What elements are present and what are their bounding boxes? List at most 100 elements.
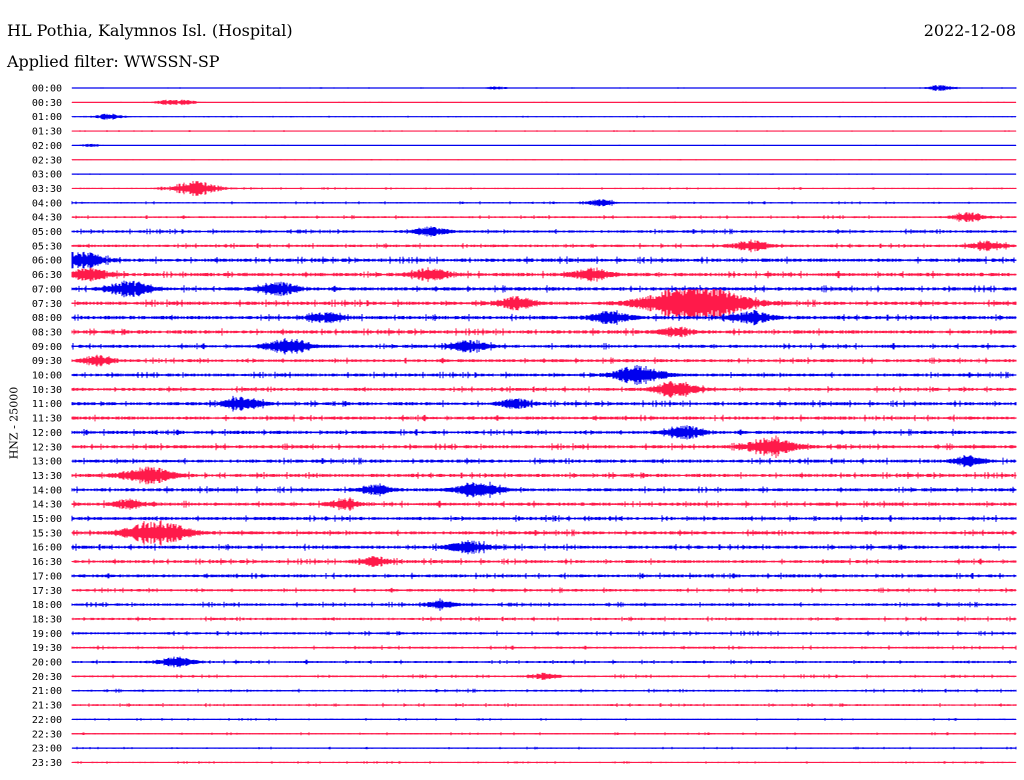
seismic-trace — [71, 520, 1017, 546]
seismic-trace — [71, 688, 1017, 693]
time-tick-label: 01:00 — [32, 112, 62, 123]
time-tick-label: 08:00 — [32, 313, 62, 324]
time-tick-label: 08:30 — [32, 327, 62, 338]
time-tick-label: 20:30 — [32, 672, 62, 683]
time-tick-label: 00:30 — [32, 98, 62, 109]
time-tick-label: 05:00 — [32, 227, 62, 238]
seismic-trace — [71, 598, 1017, 611]
time-tick-label: 09:30 — [32, 356, 62, 367]
time-tick-label: 10:00 — [32, 371, 62, 382]
seismic-trace — [71, 173, 1017, 175]
seismic-trace — [71, 656, 1017, 668]
time-tick-label: 13:30 — [32, 471, 62, 482]
time-tick-label: 10:30 — [32, 385, 62, 396]
time-tick-label: 12:30 — [32, 442, 62, 453]
seismic-trace — [71, 587, 1017, 594]
seismic-trace — [71, 289, 1017, 318]
time-tick-label: 03:00 — [32, 170, 62, 181]
time-tick-label: 22:00 — [32, 715, 62, 726]
seismic-trace — [71, 497, 1017, 511]
time-tick-label: 00:00 — [32, 84, 62, 95]
time-tick-label: 17:00 — [32, 571, 62, 582]
time-tick-label: 06:30 — [32, 270, 62, 281]
time-tick-label: 21:30 — [32, 701, 62, 712]
seismic-trace — [71, 425, 1017, 440]
seismic-trace — [71, 761, 1017, 764]
seismic-trace — [71, 338, 1017, 355]
seismic-trace — [71, 630, 1017, 636]
seismic-trace — [71, 435, 1017, 458]
seismic-trace — [71, 481, 1017, 498]
time-tick-label: 15:30 — [32, 528, 62, 539]
time-tick-label: 22:30 — [32, 729, 62, 740]
filter-label: Applied filter: WWSSN-SP — [7, 52, 220, 71]
time-tick-label: 05:30 — [32, 241, 62, 252]
time-tick-label: 18:30 — [32, 614, 62, 625]
time-tick-label: 19:30 — [32, 643, 62, 654]
seismic-trace — [71, 113, 1017, 120]
seismic-trace — [71, 354, 1017, 367]
seismic-trace — [71, 130, 1017, 132]
seismic-trace — [71, 212, 1017, 222]
seismic-trace — [71, 239, 1017, 253]
time-tick-label: 04:00 — [32, 198, 62, 209]
time-tick-label: 16:30 — [32, 557, 62, 568]
seismic-trace — [71, 616, 1017, 622]
time-tick-label: 19:00 — [32, 629, 62, 640]
seismic-trace — [71, 515, 1017, 522]
seismic-trace — [71, 267, 1017, 282]
seismic-trace — [71, 414, 1017, 422]
time-tick-label: 23:30 — [32, 758, 62, 769]
time-tick-label: 17:30 — [32, 586, 62, 597]
seismic-trace — [71, 672, 1017, 680]
seismic-trace — [71, 718, 1017, 721]
seismic-trace — [71, 85, 1017, 91]
seismic-trace — [71, 99, 1017, 106]
seismic-trace — [71, 732, 1017, 736]
seismic-trace — [71, 556, 1017, 567]
seismic-trace — [71, 746, 1017, 750]
time-tick-label: 01:30 — [32, 127, 62, 138]
time-tick-label: 06:00 — [32, 256, 62, 267]
time-tick-label: 07:00 — [32, 284, 62, 295]
seismic-trace — [71, 365, 1017, 385]
time-tick-label: 03:30 — [32, 184, 62, 195]
time-tick-label: 13:00 — [32, 457, 62, 468]
date-label: 2022-12-08 — [923, 21, 1016, 40]
seismic-trace — [71, 181, 1017, 196]
time-tick-label: 02:30 — [32, 155, 62, 166]
seismic-trace — [71, 702, 1017, 708]
seismic-trace — [71, 280, 1017, 298]
seismic-trace — [71, 159, 1017, 161]
seismic-trace — [71, 572, 1017, 580]
time-tick-label: 12:00 — [32, 428, 62, 439]
time-tick-label: 21:00 — [32, 686, 62, 697]
seismic-trace — [71, 381, 1017, 398]
seismic-trace — [71, 645, 1017, 650]
time-tick-label: 18:00 — [32, 600, 62, 611]
time-tick-label: 07:30 — [32, 299, 62, 310]
time-tick-label: 04:30 — [32, 213, 62, 224]
seismic-trace — [71, 540, 1017, 555]
time-tick-label: 09:00 — [32, 342, 62, 353]
time-tick-label: 14:00 — [32, 485, 62, 496]
time-tick-label: 15:00 — [32, 514, 62, 525]
time-tick-label: 23:00 — [32, 744, 62, 755]
station-title: HL Pothia, Kalymnos Isl. (Hospital) — [7, 21, 293, 40]
seismic-trace — [71, 395, 1017, 412]
seismic-trace — [71, 251, 1017, 269]
seismic-trace — [71, 455, 1017, 468]
seismic-trace — [71, 326, 1017, 338]
seismic-trace — [71, 466, 1017, 485]
time-tick-label: 16:00 — [32, 543, 62, 554]
time-tick-label: 02:00 — [32, 141, 62, 152]
seismic-trace — [71, 143, 1017, 147]
time-tick-label: 20:00 — [32, 658, 62, 669]
time-tick-label: 11:30 — [32, 414, 62, 425]
time-tick-label: 14:30 — [32, 500, 62, 511]
time-tick-label: 11:00 — [32, 399, 62, 410]
seismic-trace — [71, 226, 1017, 237]
seismic-trace — [71, 199, 1017, 207]
seismic-trace — [71, 310, 1017, 326]
